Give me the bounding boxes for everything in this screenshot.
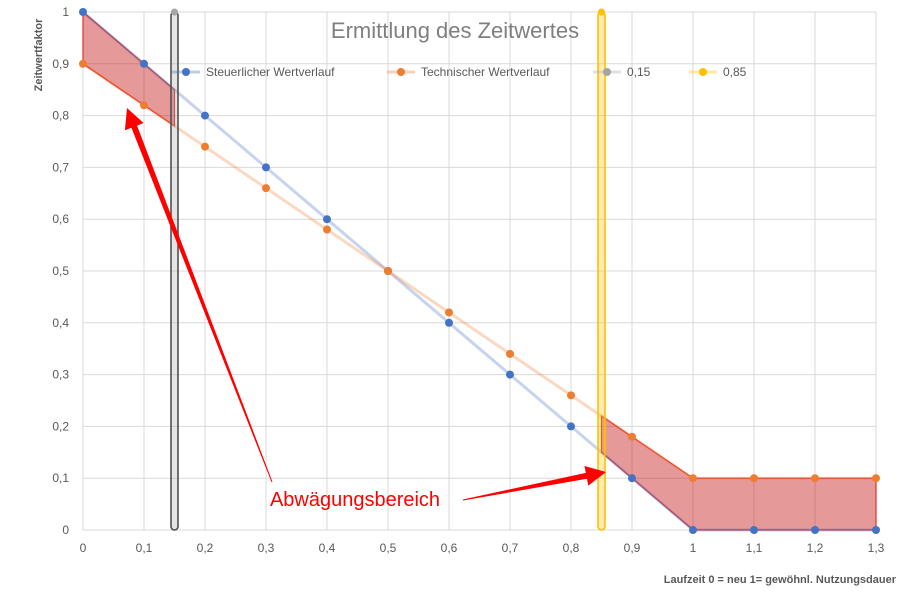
y-tick-label: 0,5: [52, 264, 69, 278]
x-tick-label: 1,1: [746, 541, 763, 555]
data-point: [201, 142, 209, 151]
legend-swatch-point: [182, 68, 190, 76]
x-tick-label: 0,9: [624, 541, 641, 555]
legend-label: Technischer Wertverlauf: [421, 65, 550, 79]
legend-label: 0,85: [723, 65, 747, 79]
data-point: [567, 391, 575, 400]
y-tick-label: 0,6: [52, 212, 69, 226]
shaded-region: [600, 414, 877, 531]
legend-swatch-point: [699, 68, 707, 76]
marker-point: [171, 8, 178, 16]
annotation-arrow: [124, 108, 273, 483]
x-tick-label: 0,7: [502, 541, 519, 555]
marker-point: [598, 8, 605, 16]
data-point: [262, 184, 270, 193]
data-point: [262, 163, 270, 172]
chart-title: Ermittlung des Zeitwertes: [331, 18, 579, 43]
x-tick-label: 0,4: [319, 541, 336, 555]
x-tick-label: 0,2: [197, 541, 214, 555]
data-point: [689, 474, 697, 483]
y-tick-label: 0,3: [52, 368, 69, 382]
data-point: [140, 59, 148, 68]
y-tick-label: 0,4: [52, 316, 69, 330]
x-tick-label: 0,3: [258, 541, 275, 555]
data-point: [872, 474, 880, 483]
data-point: [323, 215, 331, 224]
y-tick-label: 0,7: [52, 160, 69, 174]
y-axis-label: Zeitwertfaktor: [33, 18, 45, 91]
y-tick-label: 0,2: [52, 419, 69, 433]
data-point: [79, 8, 87, 16]
x-tick-label: 0,5: [380, 541, 397, 555]
tick-labels: 0 0,1 0,2 0,3 0,4 0,5 0,6 0,7 0,8 0,9 1 0 0,1 0,2 0,3 0…: [52, 5, 884, 555]
annotation-arrow: [462, 466, 606, 501]
legend-item[interactable]: Steuerlicher Wertverlauf: [172, 65, 335, 79]
data-point: [506, 370, 514, 379]
data-point: [689, 526, 697, 534]
x-tick-label: 0: [80, 541, 87, 555]
data-point: [872, 526, 880, 534]
annotation: Abwägungsbereich: [124, 108, 606, 511]
x-tick-label: 1,2: [807, 541, 824, 555]
series-line: [82, 62, 876, 480]
data-point: [140, 101, 148, 110]
data-point: [445, 318, 453, 327]
data-point: [506, 349, 514, 358]
legend-swatch-point: [397, 68, 405, 76]
x-tick-label: 1,3: [868, 541, 885, 555]
y-tick-label: 0: [62, 523, 69, 537]
x-tick-label: 0,8: [563, 541, 580, 555]
gridlines: [82, 11, 877, 531]
y-tick-label: 0,8: [52, 109, 69, 123]
x-tick-label: 0,6: [441, 541, 458, 555]
data-point: [567, 422, 575, 431]
legend-item[interactable]: 0,85: [689, 65, 747, 79]
data-point: [811, 526, 819, 534]
data-point: [628, 474, 636, 483]
data-point: [323, 225, 331, 234]
x-tick-label: 0,1: [136, 541, 153, 555]
x-tick-label: 1: [690, 541, 697, 555]
data-point: [750, 526, 758, 534]
series-line: [82, 10, 876, 532]
data-point: [750, 474, 758, 483]
x-axis-label: Laufzeit 0 = neu 1= gewöhnl. Nutzungsdau…: [664, 574, 897, 586]
vertical-marker: [170, 11, 179, 531]
data-point: [384, 267, 392, 275]
y-tick-label: 1: [62, 5, 69, 19]
legend[interactable]: Steuerlicher Wertverlauf Technischer Wert…: [172, 65, 747, 79]
vertical-markers: [170, 8, 606, 531]
legend-label: 0,15: [627, 65, 651, 79]
legend-label: Steuerlicher Wertverlauf: [206, 65, 335, 79]
data-point: [445, 308, 453, 317]
legend-item[interactable]: 0,15: [593, 65, 651, 79]
legend-swatch-point: [603, 68, 611, 76]
y-tick-label: 0,9: [52, 57, 69, 71]
data-point: [79, 59, 87, 68]
legend-item[interactable]: Technischer Wertverlauf: [387, 65, 550, 79]
series-lines: [82, 10, 876, 532]
data-point: [628, 432, 636, 441]
data-point: [201, 111, 209, 120]
data-points: [79, 8, 880, 534]
data-point: [811, 474, 819, 483]
vertical-marker: [597, 11, 606, 531]
shaded-region: [82, 10, 176, 128]
annotation-label: Abwägungsbereich: [270, 489, 440, 511]
y-tick-label: 0,1: [52, 471, 69, 485]
